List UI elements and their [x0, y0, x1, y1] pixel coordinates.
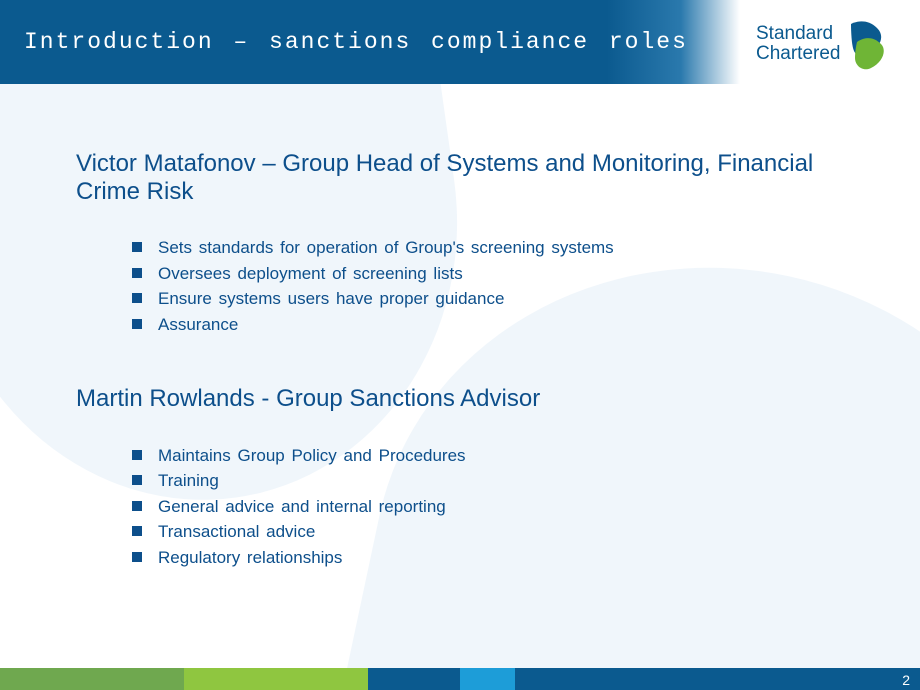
- brand-logo-text: Standard Chartered: [756, 24, 841, 64]
- brand-logo-line2: Chartered: [756, 44, 841, 64]
- brand-logo-line1: Standard: [756, 24, 841, 44]
- slide-title: Introduction – sanctions compliance role…: [24, 29, 688, 55]
- role-heading-2: Martin Rowlands - Group Sanctions Adviso…: [76, 385, 880, 413]
- list-item: Training: [132, 468, 880, 494]
- role-1-bullets: Sets standards for operation of Group's …: [132, 235, 880, 337]
- footer-seg-5: [515, 668, 920, 690]
- role-heading-1: Victor Matafonov – Group Head of Systems…: [76, 150, 880, 205]
- list-item: Maintains Group Policy and Procedures: [132, 443, 880, 469]
- footer-seg-1: [0, 668, 184, 690]
- list-item: Ensure systems users have proper guidanc…: [132, 286, 880, 312]
- title-bar: Introduction – sanctions compliance role…: [0, 0, 740, 84]
- page-number: 2: [902, 672, 910, 688]
- footer-seg-2: [184, 668, 368, 690]
- slide-content: Victor Matafonov – Group Head of Systems…: [76, 150, 880, 570]
- slide: Introduction – sanctions compliance role…: [0, 0, 920, 690]
- role-2-bullets: Maintains Group Policy and Procedures Tr…: [132, 443, 880, 571]
- list-item: General advice and internal reporting: [132, 494, 880, 520]
- brand-logo: Standard Chartered: [756, 12, 906, 76]
- list-item: Regulatory relationships: [132, 545, 880, 571]
- list-item: Sets standards for operation of Group's …: [132, 235, 880, 261]
- list-item: Oversees deployment of screening lists: [132, 261, 880, 287]
- list-item: Transactional advice: [132, 519, 880, 545]
- brand-logo-icon: [847, 18, 887, 70]
- footer-seg-4: [460, 668, 515, 690]
- footer-seg-3: [368, 668, 460, 690]
- footer-stripe: [0, 668, 920, 690]
- list-item: Assurance: [132, 312, 880, 338]
